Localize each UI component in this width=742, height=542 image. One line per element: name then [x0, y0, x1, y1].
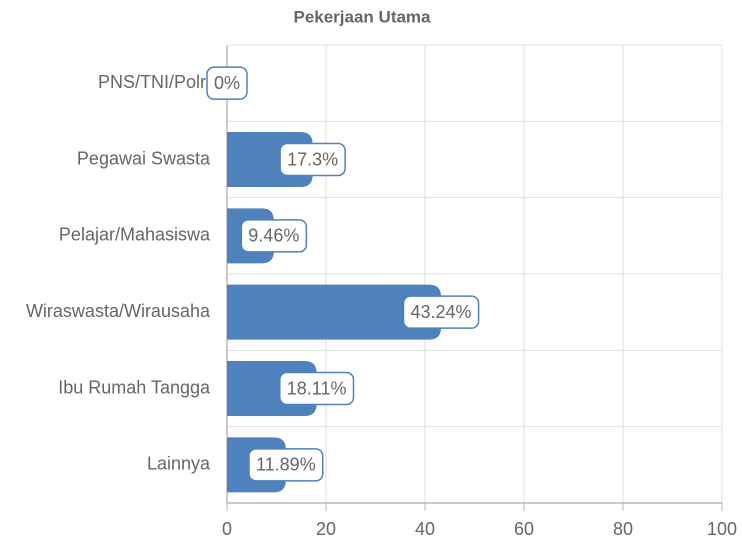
value-label-box	[279, 142, 346, 177]
x-tick-label: 100	[707, 519, 737, 539]
x-tick-label: 60	[514, 519, 534, 539]
value-label: 9.46%	[248, 226, 299, 246]
y-tick-label: Pelajar/Mahasiswa	[59, 225, 211, 245]
y-tick-label: Lainnya	[147, 454, 211, 474]
x-tick-label: 0	[222, 519, 232, 539]
value-label: 0%	[214, 73, 240, 93]
value-label-box	[248, 448, 324, 482]
value-label: 43.24%	[411, 302, 472, 322]
value-label-box	[279, 371, 355, 406]
x-tick-label: 80	[613, 519, 633, 539]
chart-title: Pekerjaan Utama	[293, 7, 431, 26]
value-label: 11.89%	[256, 455, 316, 475]
x-tick-label: 40	[415, 519, 435, 539]
value-label-box	[402, 295, 480, 329]
y-tick-label: Pegawai Swasta	[77, 148, 211, 168]
value-label: 18.11%	[287, 378, 347, 398]
y-tick-label: PNS/TNI/Polri	[98, 72, 210, 92]
x-tick-label: 20	[316, 519, 336, 539]
value-label-box	[206, 66, 248, 100]
value-label: 17.3%	[287, 149, 338, 169]
bar	[227, 284, 442, 340]
y-tick-label: Ibu Rumah Tangga	[58, 377, 211, 397]
y-tick-label: Wiraswasta/Wirausaha	[26, 301, 211, 321]
value-label-box	[240, 219, 308, 253]
